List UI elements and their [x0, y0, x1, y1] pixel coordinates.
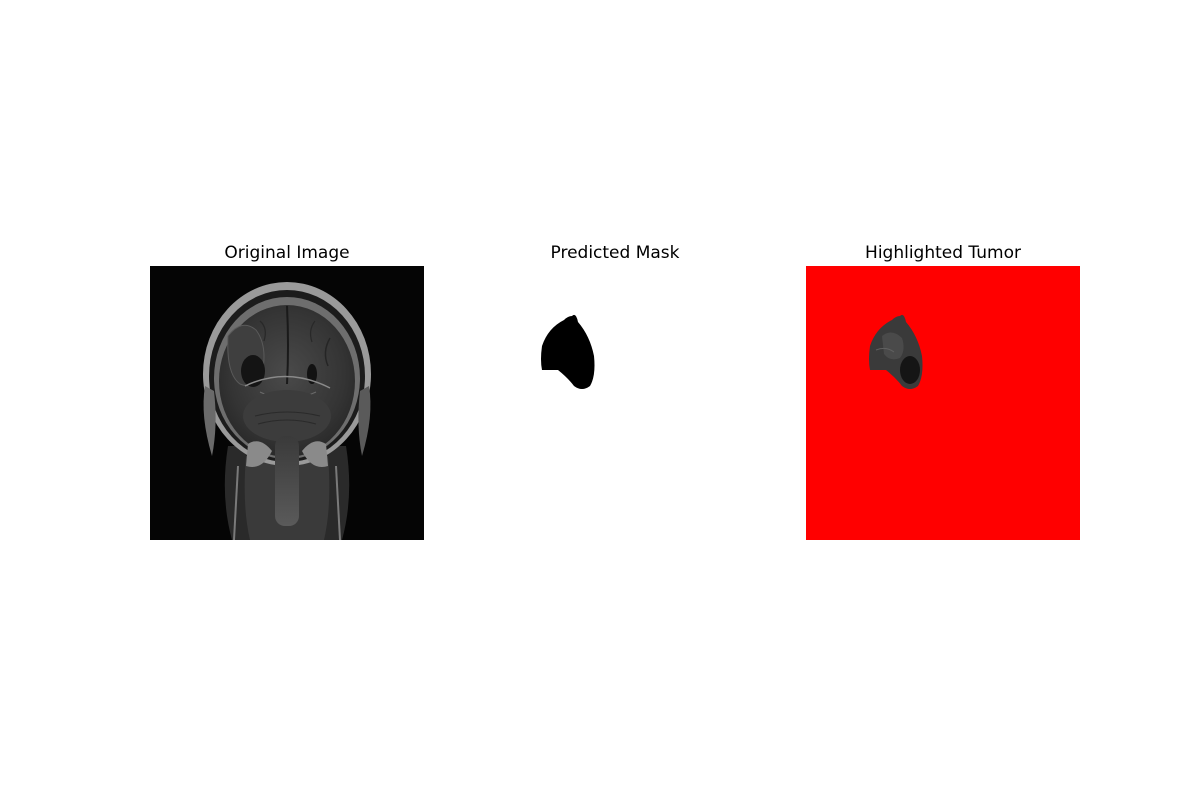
- panel-original-image: Original Image: [150, 240, 424, 540]
- tumor-mask-region: [541, 314, 595, 389]
- panel-highlighted-tumor: Highlighted Tumor: [806, 240, 1080, 540]
- panel-title: Highlighted Tumor: [865, 243, 1021, 263]
- mri-image: [150, 266, 424, 540]
- mask-image: [478, 266, 752, 540]
- highlighted-image: [806, 266, 1080, 540]
- panel-title: Predicted Mask: [550, 243, 680, 263]
- tumor-region: [869, 314, 923, 389]
- panel-title: Original Image: [224, 243, 350, 263]
- panel-predicted-mask: Predicted Mask: [478, 240, 752, 540]
